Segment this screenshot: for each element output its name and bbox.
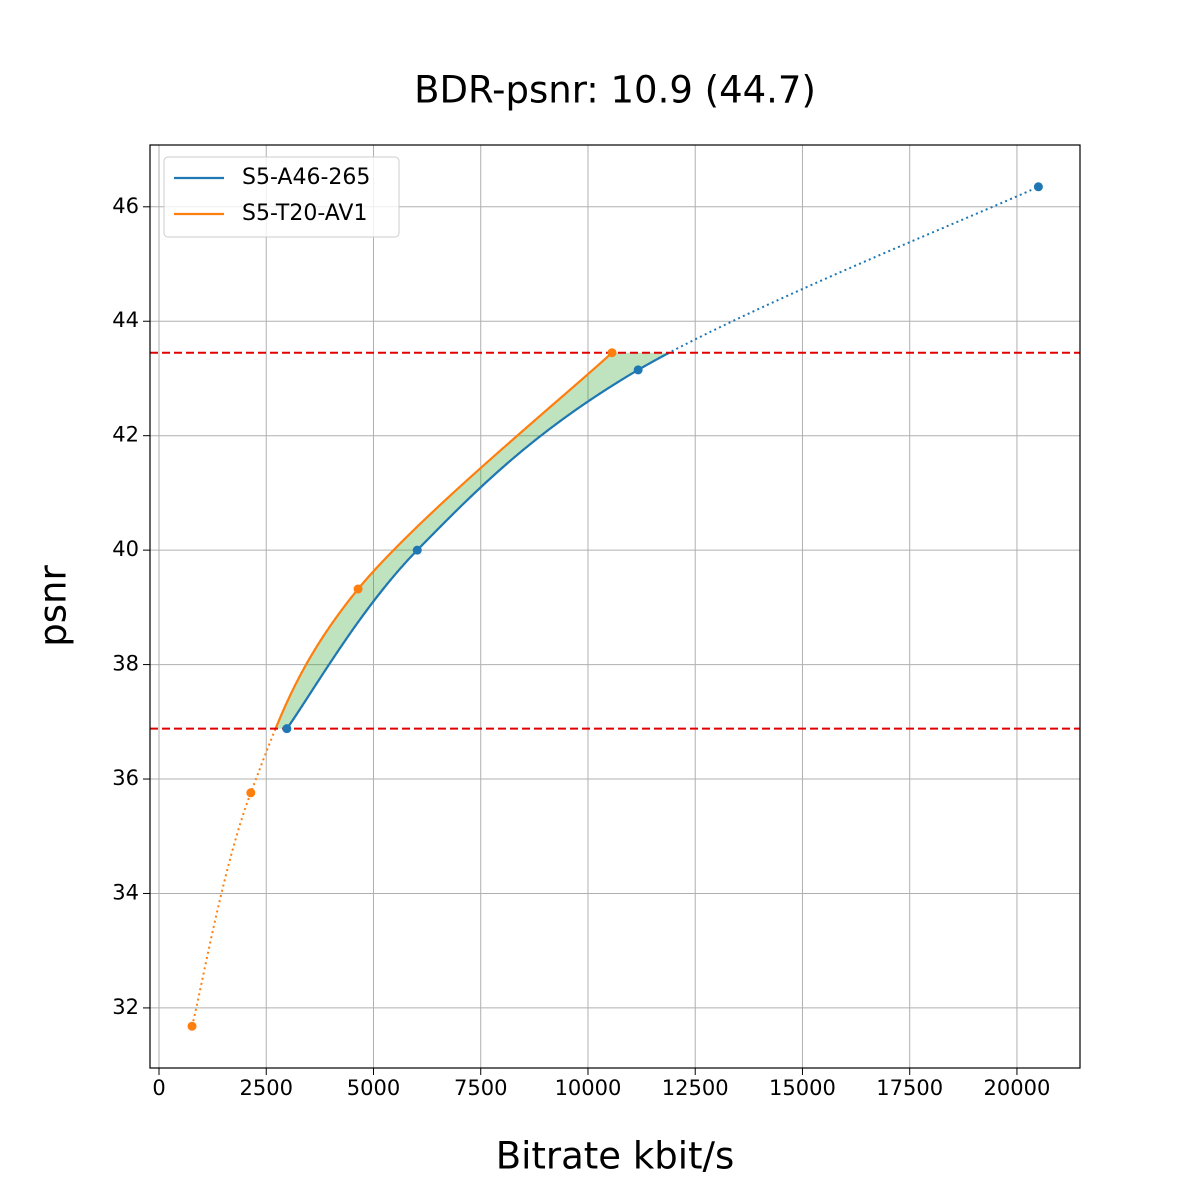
data-point [353, 584, 363, 594]
x-axis-label: Bitrate kbit/s [496, 1135, 735, 1178]
x-tick-label: 5000 [347, 1076, 400, 1100]
ticks: 0 2500 5000 7500 10000 12500 15000 17500 20000 32… [112, 194, 1050, 1100]
grid [150, 145, 1080, 1068]
series-line [285, 352, 672, 729]
y-tick-label: 46 [112, 194, 139, 218]
y-tick-label: 34 [112, 880, 139, 904]
data-point [187, 1021, 197, 1031]
series-line-dotted [191, 351, 613, 1027]
data-point [607, 348, 617, 358]
x-tick-label: 20000 [984, 1076, 1051, 1100]
data-point [1033, 182, 1043, 192]
legend: S5-A46-265 S5-T20-AV1 [163, 156, 400, 238]
y-tick-label: 38 [112, 652, 139, 676]
legend-label: S5-A46-265 [242, 165, 370, 190]
x-tick-label: 10000 [555, 1076, 622, 1100]
y-tick-label: 44 [112, 308, 139, 332]
series-line [274, 352, 613, 729]
y-axis-label: psnr [32, 565, 75, 647]
data-point [412, 545, 422, 555]
bdr-area [275, 352, 670, 729]
x-tick-label: 17500 [876, 1076, 943, 1100]
x-tick-label: 7500 [454, 1076, 507, 1100]
y-tick-label: 40 [112, 537, 139, 561]
legend-label: S5-T20-AV1 [242, 201, 367, 226]
axes-frame [149, 144, 1081, 1069]
data-point [246, 788, 256, 798]
y-tick-label: 32 [112, 995, 139, 1019]
y-tick-label: 42 [112, 423, 139, 447]
chart-title: BDR-psnr: 10.9 (44.7) [414, 69, 816, 112]
x-tick-label: 12500 [662, 1076, 729, 1100]
plot-area [150, 182, 1080, 1031]
x-tick-label: 15000 [769, 1076, 836, 1100]
x-tick-label: 2500 [240, 1076, 293, 1100]
y-tick-label: 36 [112, 766, 139, 790]
series-line-dotted [286, 185, 1039, 730]
x-tick-label: 0 [152, 1076, 165, 1100]
data-point [633, 365, 643, 375]
data-point [282, 724, 292, 734]
